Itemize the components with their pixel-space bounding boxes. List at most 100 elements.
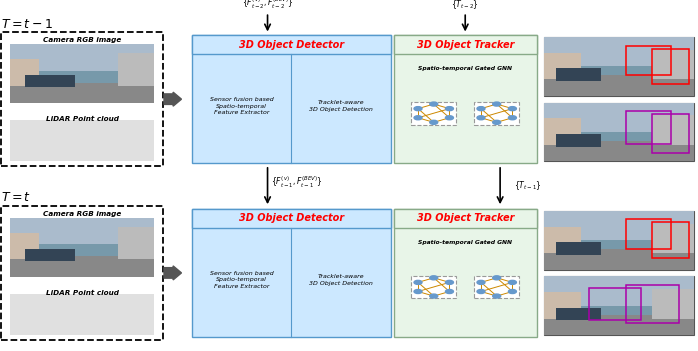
Bar [652, 50, 694, 79]
Text: $\mathit{T}=\mathit{t}$: $\mathit{T}=\mathit{t}$ [1, 191, 31, 204]
Circle shape [477, 290, 485, 293]
Bar [626, 111, 671, 144]
Bar [589, 288, 641, 320]
Bar [10, 82, 154, 104]
Bar [556, 242, 601, 255]
Bar [474, 102, 519, 125]
Circle shape [430, 102, 438, 106]
Bar [544, 276, 694, 335]
Bar [544, 37, 694, 66]
Circle shape [430, 294, 438, 298]
Text: $\{F_{t-1}^{(v)},F_{t-1}^{(BEV)}\}$: $\{F_{t-1}^{(v)},F_{t-1}^{(BEV)}\}$ [271, 175, 322, 190]
Circle shape [414, 116, 422, 120]
Bar [544, 53, 581, 79]
Circle shape [445, 107, 454, 111]
Bar [192, 209, 391, 337]
Bar [626, 46, 671, 75]
Text: LiDAR Point cloud: LiDAR Point cloud [45, 116, 119, 122]
Text: $\{T_{t-1}\}$: $\{T_{t-1}\}$ [514, 180, 542, 192]
Bar [394, 35, 537, 163]
Circle shape [508, 116, 517, 120]
Text: 3D Object Tracker: 3D Object Tracker [417, 213, 514, 224]
Bar [10, 294, 154, 335]
Bar [556, 134, 601, 147]
Circle shape [493, 276, 500, 280]
Bar [1, 32, 163, 166]
Text: Sensor fusion based
Spatio-temporal
Feature Extractor: Sensor fusion based Spatio-temporal Feat… [210, 271, 274, 289]
Text: 3D Object Tracker: 3D Object Tracker [417, 40, 514, 50]
Bar [192, 35, 391, 163]
Bar [10, 232, 39, 259]
Circle shape [493, 120, 500, 124]
Circle shape [445, 280, 454, 284]
Bar [544, 141, 694, 161]
Text: Camera RGB image: Camera RGB image [43, 37, 121, 43]
Bar [10, 120, 154, 161]
Bar [544, 102, 694, 132]
Bar [394, 209, 537, 228]
FancyArrow shape [164, 266, 181, 280]
Bar [652, 114, 690, 153]
Bar [394, 35, 537, 54]
Circle shape [414, 290, 422, 293]
Bar [10, 256, 154, 277]
Text: LiDAR Point cloud: LiDAR Point cloud [45, 290, 119, 296]
Text: $\mathit{T}=\mathit{t}-1$: $\mathit{T}=\mathit{t}-1$ [1, 18, 53, 31]
Bar [394, 209, 537, 337]
Bar [544, 292, 581, 319]
Text: Sensor fusion based
Spatio-temporal
Feature Extractor: Sensor fusion based Spatio-temporal Feat… [210, 97, 274, 115]
Bar [192, 35, 391, 54]
Circle shape [430, 120, 438, 124]
Circle shape [477, 116, 485, 120]
Bar [118, 53, 154, 86]
Circle shape [493, 294, 500, 298]
Text: $\{T_{t-2}\}$: $\{T_{t-2}\}$ [452, 0, 479, 11]
Bar [556, 68, 601, 81]
Circle shape [477, 107, 485, 111]
Bar [544, 226, 581, 253]
Circle shape [414, 107, 422, 111]
Bar [544, 314, 694, 335]
Text: Tracklet-aware
3D Object Detection: Tracklet-aware 3D Object Detection [309, 274, 373, 286]
Bar [10, 218, 154, 244]
Bar [192, 209, 391, 228]
Circle shape [508, 107, 517, 111]
Bar [544, 211, 694, 270]
Bar [10, 44, 154, 104]
Bar [544, 249, 694, 270]
Circle shape [477, 280, 485, 284]
Bar [10, 44, 154, 71]
Bar [544, 118, 581, 145]
Bar [652, 49, 690, 84]
Bar [10, 218, 154, 277]
Bar [411, 102, 456, 125]
Circle shape [445, 290, 454, 293]
Circle shape [445, 116, 454, 120]
Circle shape [508, 280, 517, 284]
Bar [25, 75, 75, 87]
Bar [626, 285, 678, 323]
Bar [544, 75, 694, 96]
Text: 3D Object Detector: 3D Object Detector [239, 40, 344, 50]
Circle shape [508, 290, 517, 293]
Circle shape [430, 276, 438, 280]
Text: Spatio-temporal Gated GNN: Spatio-temporal Gated GNN [418, 240, 512, 245]
Bar [544, 276, 694, 306]
Text: Tracklet-aware
3D Object Detection: Tracklet-aware 3D Object Detection [309, 100, 373, 112]
Bar [626, 219, 671, 249]
Bar [411, 276, 456, 298]
Circle shape [414, 280, 422, 284]
Bar [652, 115, 694, 145]
Bar [1, 206, 163, 340]
Bar [652, 289, 694, 319]
Bar [652, 224, 694, 253]
Bar [556, 307, 601, 320]
Bar [10, 59, 39, 86]
Bar [544, 211, 694, 240]
Text: $\{F_{t-2}^{(v)},F_{t-2}^{(BEV)}\}$: $\{F_{t-2}^{(v)},F_{t-2}^{(BEV)}\}$ [242, 0, 293, 11]
Bar [544, 37, 694, 96]
Text: 3D Object Detector: 3D Object Detector [239, 213, 344, 224]
FancyArrow shape [164, 92, 181, 106]
Bar [544, 102, 694, 161]
Text: Camera RGB image: Camera RGB image [43, 211, 121, 217]
